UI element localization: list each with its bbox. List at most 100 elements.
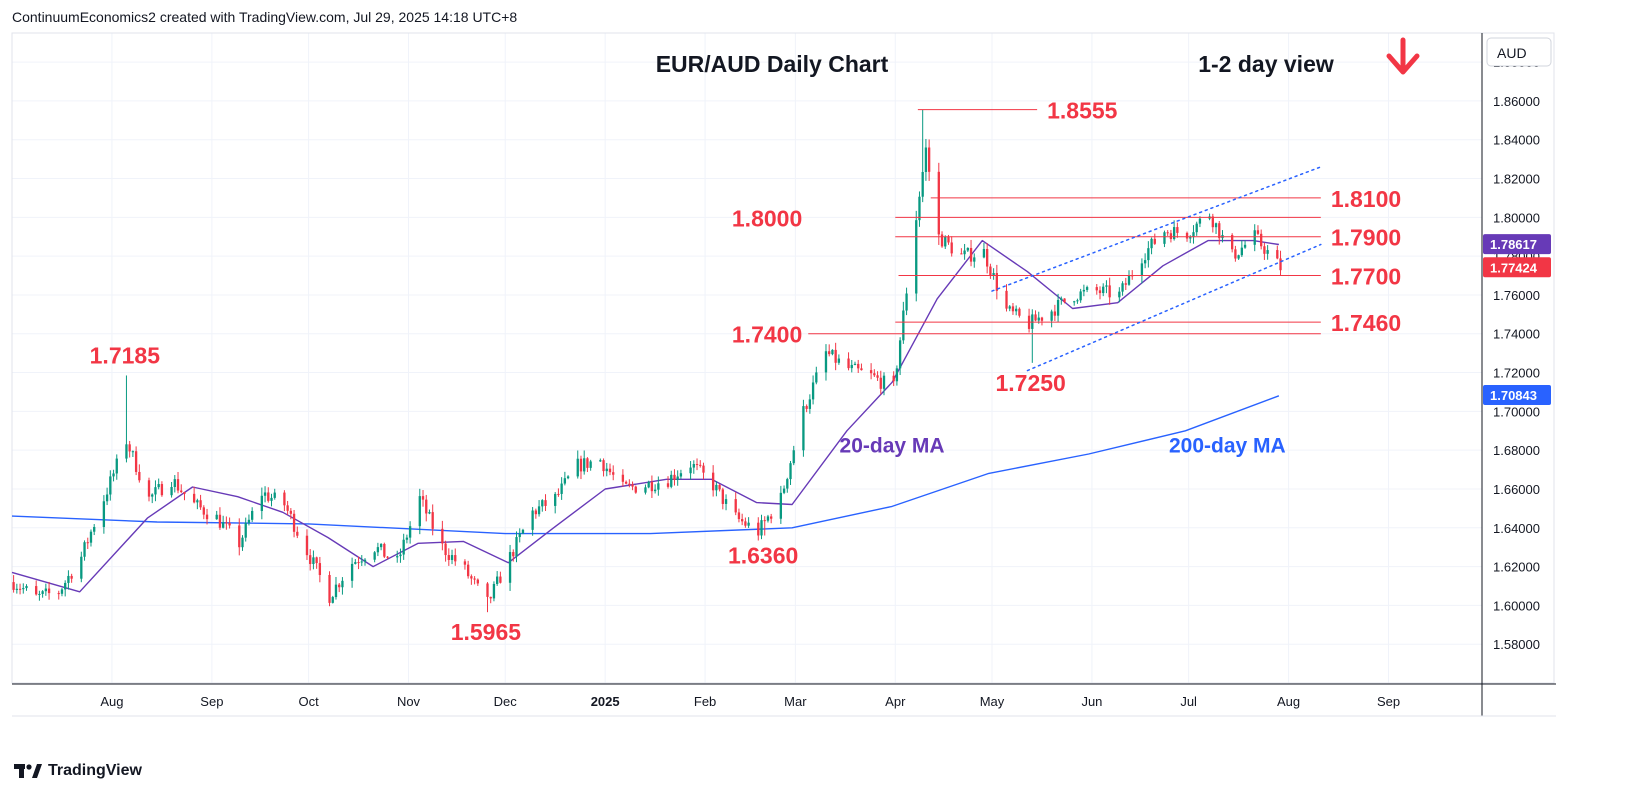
candle-body: [260, 495, 263, 511]
annotation-label: 1.7250: [996, 370, 1066, 396]
candle-body: [289, 510, 293, 514]
candle: [718, 484, 721, 492]
candle-body: [67, 575, 70, 583]
candle-body: [1231, 234, 1234, 250]
candle: [950, 236, 953, 257]
candle: [653, 484, 657, 494]
time-axis[interactable]: Aug Sep Oct Nov Dec 2025 Feb Mar Apr May Jun Jul Aug…: [100, 694, 1400, 709]
candle: [792, 445, 795, 466]
candle: [25, 584, 28, 591]
candle-body: [824, 351, 828, 373]
candle-body: [508, 552, 512, 583]
candle: [966, 247, 969, 253]
candle: [621, 469, 625, 487]
candle: [670, 470, 673, 489]
candle: [238, 518, 241, 556]
candle: [689, 461, 692, 480]
time-tick-label: Aug: [100, 694, 123, 709]
candle: [199, 494, 202, 510]
candle: [38, 590, 41, 601]
candle: [921, 109, 924, 203]
candle-body: [724, 499, 728, 504]
candle-body: [57, 593, 60, 595]
candle: [876, 371, 879, 381]
ma20-layer: [11, 239, 1280, 593]
candle: [721, 487, 724, 510]
candle-body: [1015, 308, 1018, 312]
candle: [824, 344, 828, 381]
candle-body: [782, 488, 786, 493]
candle: [86, 537, 89, 549]
candle: [402, 533, 405, 560]
candle-body: [354, 562, 357, 564]
candle: [1018, 307, 1021, 318]
candle: [105, 487, 109, 506]
candle-body: [396, 556, 399, 558]
candle: [289, 508, 293, 520]
candle-body: [331, 597, 334, 603]
candle: [882, 372, 886, 396]
candle: [47, 581, 51, 600]
candle-body: [634, 486, 637, 493]
candle: [992, 268, 995, 280]
candle-body: [992, 273, 995, 276]
price-tag-label: 1.78617: [1490, 237, 1537, 252]
candle: [292, 509, 296, 538]
candle-body: [869, 370, 873, 374]
time-tick-label: Aug: [1277, 694, 1300, 709]
candle-body: [134, 451, 138, 472]
candle-body: [173, 479, 176, 488]
candle-body: [692, 464, 695, 468]
price-tag-label: 1.77424: [1490, 260, 1538, 275]
candle: [918, 191, 921, 227]
candle-body: [966, 247, 969, 251]
candle: [850, 359, 853, 373]
candle: [515, 531, 518, 563]
candle-body: [64, 582, 67, 590]
candle: [22, 583, 25, 594]
candle-body: [334, 584, 338, 598]
price-axis[interactable]: 1.58000 1.60000 1.62000 1.64000 1.66000 1.680…: [1493, 55, 1540, 652]
candle-body: [1189, 237, 1192, 239]
candle-body: [537, 506, 541, 515]
candle-body: [808, 399, 812, 409]
candle-body: [157, 484, 160, 488]
currency-badge[interactable]: AUD: [1486, 37, 1552, 67]
candle-body: [1260, 233, 1263, 247]
candle: [109, 470, 112, 501]
candle-body: [225, 522, 228, 524]
price-tick-label: 1.70000: [1493, 404, 1540, 419]
candle-body: [154, 487, 157, 495]
candle-body: [828, 351, 831, 355]
candle-body: [22, 588, 25, 590]
candle-body: [473, 578, 476, 580]
candle: [986, 243, 989, 274]
candle: [873, 369, 876, 377]
candle-body: [873, 373, 876, 376]
candle: [1060, 296, 1063, 305]
footer-brand[interactable]: TradingView: [14, 762, 142, 780]
price-tick-label: 1.58000: [1493, 637, 1540, 652]
candle: [205, 508, 209, 525]
candle: [715, 481, 718, 497]
candle: [741, 513, 744, 526]
candle: [441, 520, 444, 551]
candle: [1166, 230, 1169, 236]
candle-body: [221, 522, 225, 528]
candle-body: [273, 492, 276, 498]
candle-body: [60, 589, 64, 594]
candle-body: [292, 513, 296, 532]
candle: [1050, 309, 1053, 328]
candle-body: [847, 358, 850, 369]
candle: [399, 548, 402, 563]
candle-body: [147, 480, 151, 497]
candle-body: [180, 490, 183, 493]
candle: [57, 590, 60, 600]
price-tag-bg: [1483, 257, 1551, 278]
candle: [1108, 277, 1111, 305]
candle: [267, 487, 270, 503]
candle: [215, 510, 218, 520]
price-tags: 1.78617 1.77424 1.70843: [1483, 234, 1551, 406]
time-tick-label: Jun: [1081, 694, 1102, 709]
